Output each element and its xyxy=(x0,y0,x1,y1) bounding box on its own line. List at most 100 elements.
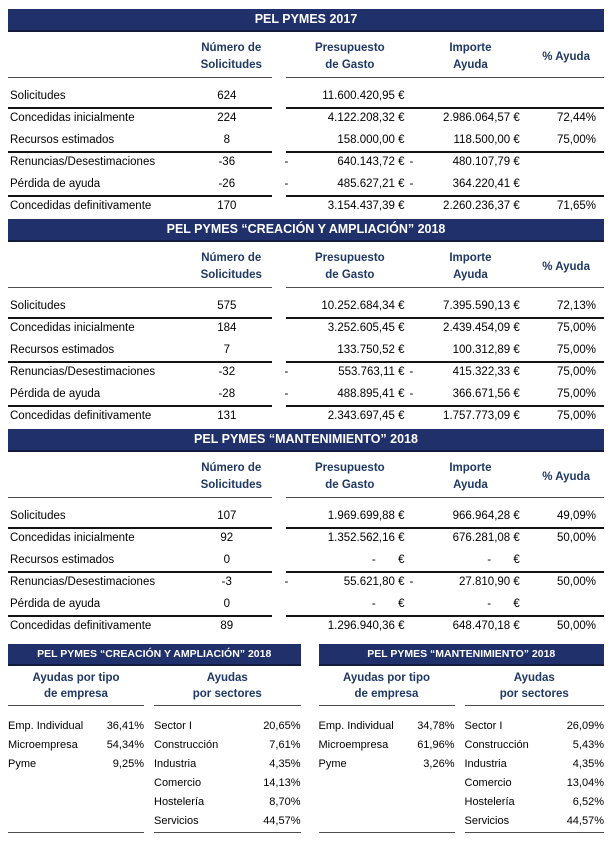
cell-num-solicitudes: -28 xyxy=(218,388,236,400)
dist-row-value: 44,57% xyxy=(263,814,301,827)
dist-body: Emp. Individual 34,78% Microempresa 61,96% P… xyxy=(318,716,605,834)
column-header-presupuesto: Presupuesto de Gasto xyxy=(315,462,385,491)
sectores-rows: Sector I 20,65% Construcción 7,61% Industria… xyxy=(154,716,301,834)
dist-row: Comercio 14,13% xyxy=(154,773,301,792)
cell-num-solicitudes: -26 xyxy=(218,178,236,190)
cell-num-solicitudes: 0 xyxy=(223,554,230,566)
cell-num-solicitudes: -36 xyxy=(218,156,236,168)
dist-row: Sector I 26,09% xyxy=(465,716,605,735)
dist-row-value: 36,41% xyxy=(106,719,144,732)
cell-num-solicitudes: 575 xyxy=(217,300,237,312)
dist-row: Microempresa 54,34% xyxy=(8,735,144,754)
cell-importe: -364.220,41 € xyxy=(409,178,520,190)
table-row: Solicitudes 624 11.600.420,95 € xyxy=(8,85,604,107)
dist-row-value: 5,43% xyxy=(572,738,604,751)
table-row: Pérdida de ayuda -28 -488.895,41 € -366.671… xyxy=(8,383,604,405)
dist-row: Industria 4,35% xyxy=(154,754,301,773)
row-label: Recursos estimados xyxy=(10,344,115,356)
cell-importe: 2.439.454,09 € xyxy=(443,322,520,334)
cell-presupuesto: 11.600.420,95 € xyxy=(322,90,405,102)
table-title-bar: PEL PYMES “CREACIÓN Y AMPLIACIÓN” 2018 xyxy=(8,644,301,666)
cell-importe: 966.964,28 € xyxy=(452,510,520,522)
cell-presupuesto: 1.969.699,88 € xyxy=(327,510,405,522)
dist-row-label: Industria xyxy=(464,757,507,770)
dist-row-label: Comercio xyxy=(464,776,512,789)
cell-num-solicitudes: 170 xyxy=(217,200,237,212)
column-header-pct-ayuda: % Ayuda xyxy=(542,50,590,63)
row-label: Recursos estimados xyxy=(10,554,115,566)
row-label: Pérdida de ayuda xyxy=(10,388,101,400)
table-row: Solicitudes 575 10.252.684,34 € 7.395.590,1… xyxy=(8,295,604,317)
dist-row-value: 4,35% xyxy=(269,757,301,770)
empresa-rows: Emp. Individual 34,78% Microempresa 61,96% P… xyxy=(318,716,455,834)
table-row: Concedidas definitivamente 131 2.343.697,4… xyxy=(8,405,604,427)
cell-importe: -27.810,90 € xyxy=(409,576,520,588)
dist-row: Construcción 5,43% xyxy=(465,735,605,754)
row-label: Solicitudes xyxy=(10,300,66,312)
cell-pct-ayuda: 75,00% xyxy=(557,134,597,146)
dist-row-label: Pyme xyxy=(8,757,37,770)
row-label: Concedidas inicialmente xyxy=(10,112,135,124)
cell-pct-ayuda: 49,09% xyxy=(557,510,597,522)
table-row: Recursos estimados 8 158.000,00 € 118.500,0… xyxy=(8,129,604,151)
table-row: Pérdida de ayuda 0 - € - € xyxy=(8,593,604,615)
dist-row-label: Comercio xyxy=(154,776,202,789)
dist-row-label: Industria xyxy=(154,757,197,770)
empresa-rows: Emp. Individual 36,41% Microempresa 54,34% P… xyxy=(8,716,144,834)
cell-presupuesto: 4.122.208,32 € xyxy=(327,112,405,124)
cell-presupuesto: 2.343.697,45 € xyxy=(327,410,405,422)
table-rows: Solicitudes 624 11.600.420,95 € Concedidas … xyxy=(8,77,604,217)
cell-num-solicitudes: -32 xyxy=(218,366,236,378)
row-label: Concedidas definitivamente xyxy=(10,410,152,422)
cell-importe: 7.395.590,13 € xyxy=(443,300,520,312)
dist-row-label: Hostelería xyxy=(154,795,205,808)
cell-presupuesto: 3.252.605,45 € xyxy=(327,322,405,334)
table-rows: Solicitudes 107 1.969.699,88 € 966.964,28 €… xyxy=(8,497,604,637)
cell-presupuesto: 3.154.437,39 € xyxy=(327,200,405,212)
dist-row-value: 6,52% xyxy=(572,795,604,808)
dist-row: Microempresa 61,96% xyxy=(319,735,455,754)
column-header-num-solicitudes: Número de Solicitudes xyxy=(200,462,262,491)
dist-row: Servicios 44,57% xyxy=(154,811,301,830)
header-ayudas-por-sectores: Ayudas por sectores xyxy=(464,671,604,707)
cell-pct-ayuda: 75,00% xyxy=(557,410,597,422)
table-title-bar: PEL PYMES 2017 xyxy=(8,9,604,32)
cell-num-solicitudes: 89 xyxy=(220,620,234,632)
dist-row-value: 20,65% xyxy=(263,719,301,732)
table-row: Concedidas definitivamente 170 3.154.437,3… xyxy=(8,195,604,217)
cell-presupuesto: -640.143,72 € xyxy=(284,156,405,168)
dist-row: Pyme 3,26% xyxy=(319,754,455,773)
dist-table-mantenimiento-2018: PEL PYMES “MANTENIMIENTO” 2018 Ayudas po… xyxy=(318,644,605,834)
cell-importe: - € xyxy=(487,598,520,610)
table-row: Concedidas definitivamente 89 1.296.940,36… xyxy=(8,615,604,637)
dist-row-label: Servicios xyxy=(154,814,199,827)
cell-presupuesto: - € xyxy=(371,554,405,566)
cell-importe: - € xyxy=(487,554,520,566)
cell-pct-ayuda: 50,00% xyxy=(557,532,597,544)
dist-row-label: Pyme xyxy=(318,757,347,770)
row-label: Pérdida de ayuda xyxy=(10,598,101,610)
dist-row-value: 7,61% xyxy=(269,738,301,751)
dist-row-value: 44,57% xyxy=(566,814,604,827)
table-row: Solicitudes 107 1.969.699,88 € 966.964,28 €… xyxy=(8,505,604,527)
column-header-importe: Importe Ayuda xyxy=(449,252,492,281)
cell-importe: 648.470,18 € xyxy=(452,620,520,632)
table-row: Renuncias/Desestimaciones -3 -55.621,80 € -… xyxy=(8,571,604,593)
dist-row: Hostelería 6,52% xyxy=(465,792,605,811)
table-pel-pymes-2017: PEL PYMES 2017 Número de Solicitudes Pre… xyxy=(8,9,604,217)
dist-table-creacion-2018: PEL PYMES “CREACIÓN Y AMPLIACIÓN” 2018 A… xyxy=(8,644,301,834)
cell-importe: -480.107,79 € xyxy=(409,156,520,168)
cell-num-solicitudes: 224 xyxy=(217,112,237,124)
dist-row: Construcción 7,61% xyxy=(154,735,301,754)
dist-row-value: 34,78% xyxy=(417,719,455,732)
cell-pct-ayuda: 71,65% xyxy=(557,200,597,212)
table-rows: Solicitudes 575 10.252.684,34 € 7.395.590,1… xyxy=(8,287,604,427)
row-label: Solicitudes xyxy=(10,90,66,102)
cell-pct-ayuda: 50,00% xyxy=(557,620,597,632)
cell-num-solicitudes: 8 xyxy=(223,134,230,146)
dist-row-label: Sector I xyxy=(464,719,503,732)
table-row: Recursos estimados 7 133.750,52 € 100.312,8… xyxy=(8,339,604,361)
dist-row-label: Emp. Individual xyxy=(8,719,84,732)
column-header-importe: Importe Ayuda xyxy=(449,462,492,491)
cell-presupuesto: - € xyxy=(371,598,405,610)
